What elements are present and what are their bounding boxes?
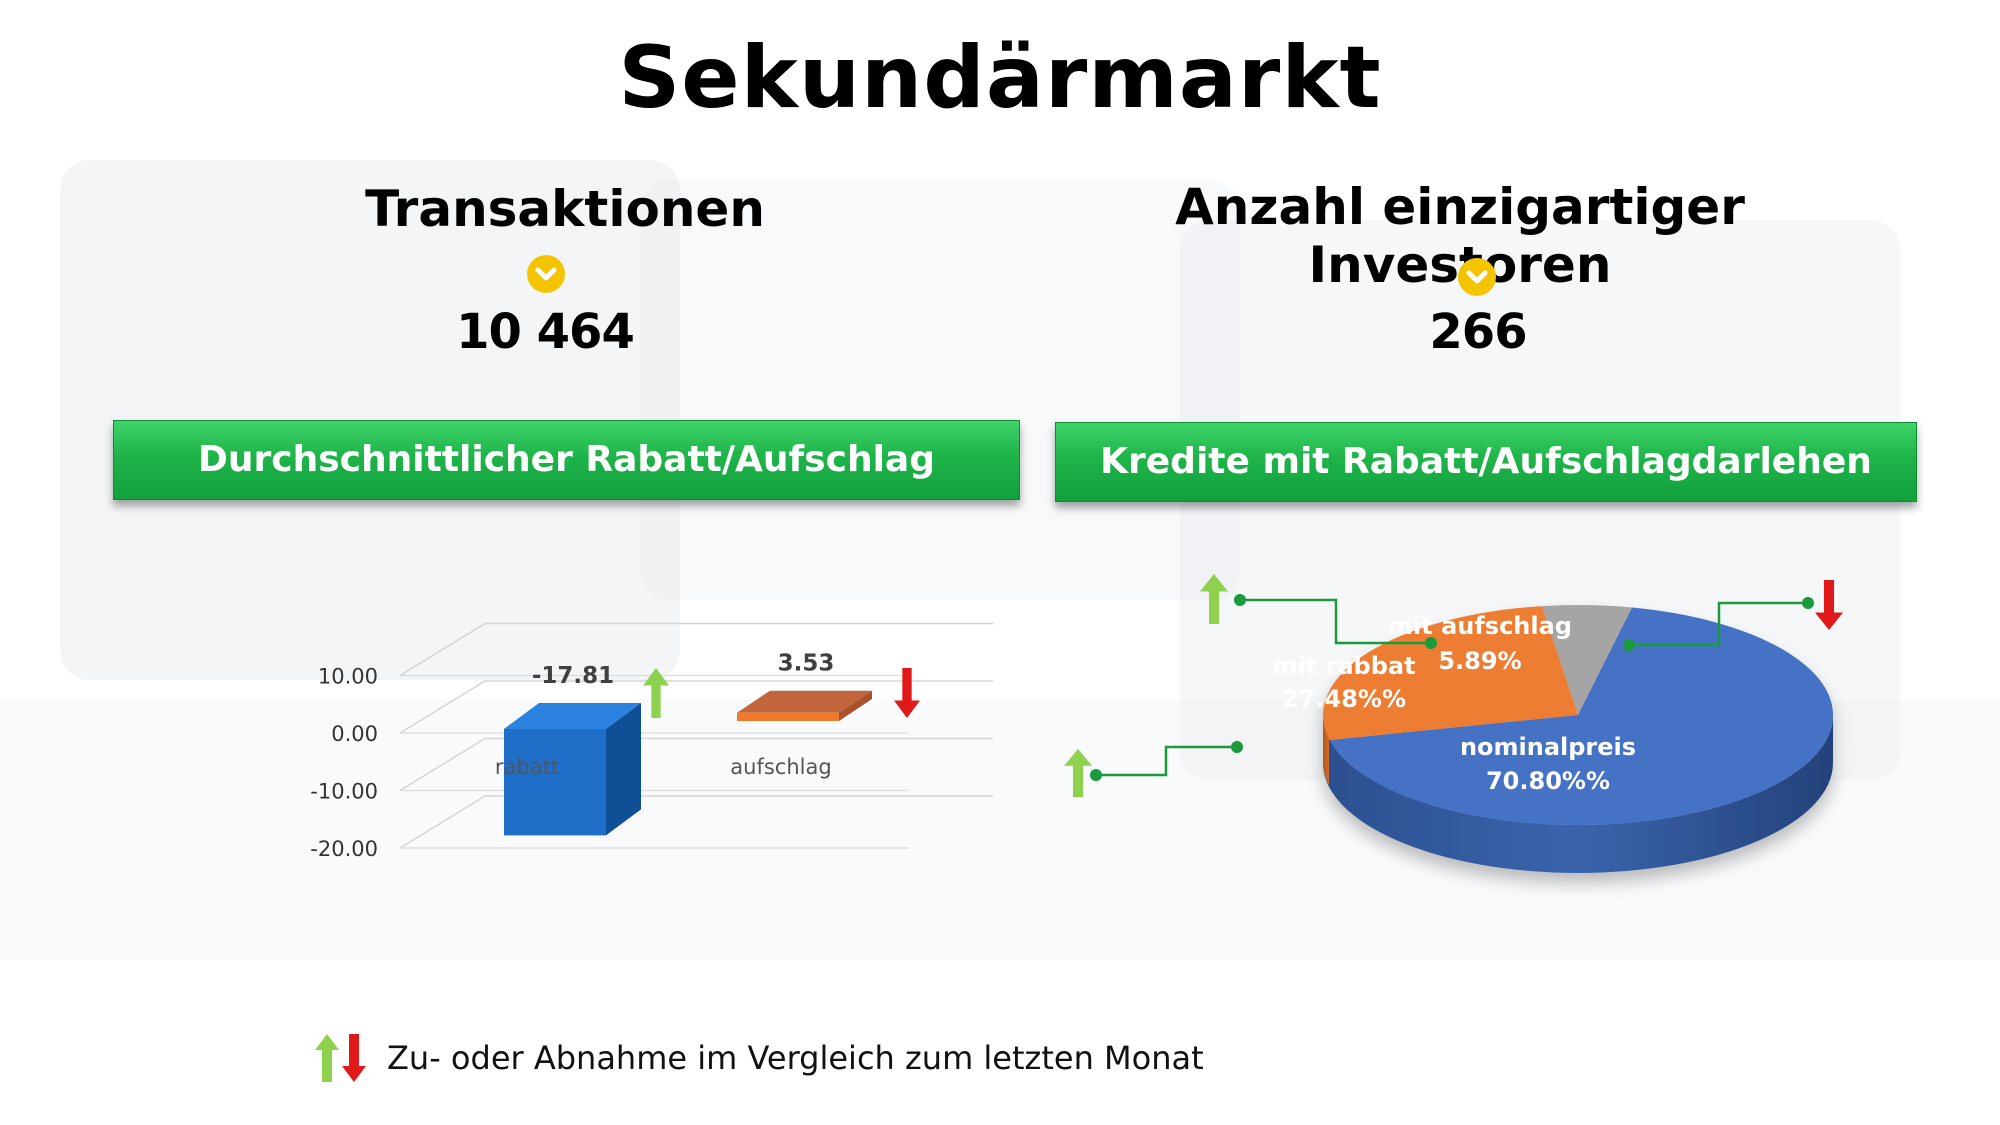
bar-top	[504, 703, 641, 729]
gridline	[399, 737, 993, 792]
trend-up-icon	[1064, 749, 1092, 797]
pie-value-label: 5.89%	[1438, 647, 1521, 675]
pie-slice-nominalpreis	[1329, 607, 1834, 825]
bar-side	[839, 690, 872, 721]
investors-label: Anzahl einzigartiger Investoren	[1175, 178, 1745, 294]
bar-top	[737, 690, 872, 713]
chevron-down-icon	[527, 255, 565, 293]
investors-value: 266	[1429, 304, 1527, 360]
y-tick-label: -10.00	[310, 780, 378, 804]
pie-slice-mit-aufschlag	[1541, 605, 1632, 715]
bar-aufschlag	[737, 712, 839, 721]
trend-legend-icon	[315, 1034, 366, 1082]
pie-rim	[1323, 715, 1833, 873]
gridline	[399, 680, 993, 734]
pie-category-label: mit aufschlag	[1388, 612, 1572, 640]
pie-rim-fragment	[1323, 715, 1329, 785]
banner-average-discount: Durchschnittlicher Rabatt/Aufschlag	[113, 420, 1020, 500]
connector-dot	[1234, 594, 1246, 606]
trend-up-icon	[1200, 574, 1228, 624]
connector-dot	[1623, 639, 1635, 651]
connector-dot	[1802, 597, 1814, 609]
legend: Zu- oder Abnahme im Vergleich zum letzte…	[313, 1030, 1204, 1086]
bar-data-label: 3.53	[778, 651, 835, 677]
connector-dot	[1231, 741, 1243, 753]
trend-up-icon	[643, 668, 669, 718]
connector-dot	[1090, 769, 1102, 781]
y-tick-label: 10.00	[318, 665, 378, 689]
gridline	[399, 795, 993, 849]
connector-line	[1240, 598, 1431, 645]
trend-down-icon	[1815, 580, 1843, 630]
legend-text: Zu- oder Abnahme im Vergleich zum letzte…	[387, 1039, 1204, 1077]
pie-value-label: 27.48%%	[1282, 685, 1406, 713]
connector-line	[1096, 745, 1237, 777]
bar-side	[606, 703, 641, 836]
pie-category-label: mit rabbat	[1272, 652, 1415, 680]
pie-category-label: nominalpreis	[1460, 733, 1636, 761]
transactions-label: Transaktionen	[365, 180, 765, 238]
banner-loans-discount: Kredite mit Rabatt/Aufschlagdarlehen	[1055, 422, 1917, 502]
chevron-down-icon	[1458, 258, 1496, 296]
page-title: Sekundärmarkt	[618, 28, 1382, 128]
trend-down-icon	[894, 668, 920, 718]
x-category-label: aufschlag	[730, 755, 831, 779]
gridline	[399, 622, 993, 677]
x-category-label: rabatt	[495, 755, 559, 779]
bar-data-label: -17.81	[532, 663, 614, 689]
y-tick-label: 0.00	[331, 722, 378, 746]
y-tick-label: -20.00	[310, 837, 378, 861]
bar-rabatt	[504, 729, 606, 836]
pie-value-label: 70.80%%	[1486, 767, 1610, 795]
connector-line	[1629, 601, 1808, 647]
pie-slice-mit-rabbat	[1323, 606, 1578, 740]
transactions-value: 10 464	[456, 304, 635, 360]
connector-dot	[1425, 637, 1437, 649]
